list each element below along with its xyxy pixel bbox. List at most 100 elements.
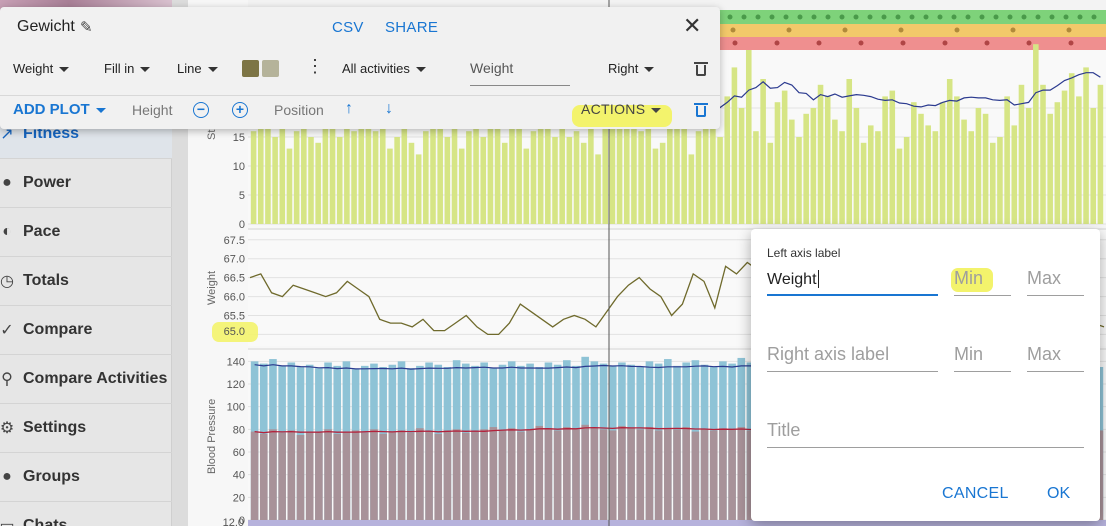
stress-bar	[358, 84, 365, 224]
bp-diastolic-bar	[333, 433, 342, 520]
sidebar-item-pace[interactable]: ◐ Pace	[0, 208, 172, 257]
add-plot-button[interactable]: ADD PLOT	[13, 101, 106, 118]
bp-diastolic-bar	[645, 427, 654, 520]
field-select-value: Weight	[13, 61, 54, 76]
more-vert-icon[interactable]: ⋮	[306, 56, 324, 76]
ok-button[interactable]: OK	[1047, 485, 1071, 502]
bp-diastolic-bar	[737, 427, 746, 520]
band-dot	[1007, 14, 1013, 20]
sidebar-item-groups[interactable]: ● Groups	[0, 453, 172, 502]
left-axis-max-input[interactable]: Max	[1027, 266, 1084, 296]
left-axis-min-input[interactable]: Min	[954, 266, 1011, 296]
bp-tick-label: 40	[233, 470, 245, 482]
bp-diastolic-bar	[654, 430, 663, 520]
fill-select[interactable]: Fill in	[104, 61, 151, 76]
band-dot	[727, 14, 733, 20]
delete-plot-icon[interactable]	[694, 103, 708, 117]
secondary-color-swatch[interactable]	[262, 60, 279, 77]
plot-settings-panel: Gewicht ✎ CSV SHARE ✕ Weight Fill in Lin…	[0, 7, 720, 129]
stress-bar	[265, 96, 271, 224]
compare-activities-icon: ⚲	[1, 371, 13, 388]
stress-bar	[688, 154, 695, 224]
cancel-button[interactable]: CANCEL	[942, 485, 1009, 502]
stress-bar	[745, 50, 752, 224]
stress-bar	[602, 125, 609, 224]
side-select[interactable]: Right	[608, 61, 655, 76]
left-axis-label-input[interactable]: Weight	[767, 266, 938, 296]
stress-bar	[796, 137, 802, 224]
axis-label-input[interactable]: Weight	[470, 60, 570, 86]
activities-select-value: All activities	[342, 61, 410, 76]
band-dot	[783, 14, 789, 20]
height-decrease-icon[interactable]: −	[193, 102, 209, 118]
bp-diastolic-bar	[370, 429, 378, 520]
share-button[interactable]: SHARE	[385, 19, 439, 36]
weight-tick-label: 66.0	[224, 292, 245, 304]
chevron-down-icon	[140, 67, 151, 73]
stress-bar	[695, 131, 702, 224]
stress-bar	[315, 142, 321, 224]
chevron-down-icon	[644, 67, 655, 73]
stress-bar	[882, 96, 888, 224]
text-cursor	[817, 270, 819, 289]
title-input[interactable]: Title	[767, 418, 1084, 448]
stress-bar	[982, 113, 989, 224]
sidebar-item-compare-activities[interactable]: ⚲ Compare Activities	[0, 355, 172, 404]
bp-tick-label: 120	[227, 379, 245, 391]
min-placeholder: Min	[954, 268, 984, 288]
chevron-down-icon	[415, 67, 426, 73]
height-increase-icon[interactable]: +	[232, 102, 248, 118]
stress-bar	[272, 137, 278, 224]
stress-bar	[932, 131, 939, 224]
move-up-icon[interactable]: ↑	[345, 100, 353, 117]
csv-button[interactable]: CSV	[332, 19, 364, 36]
stress-bar	[537, 73, 544, 224]
band-dot	[898, 27, 904, 33]
activities-select[interactable]: All activities	[342, 61, 426, 76]
bp-diastolic-bar	[379, 433, 387, 520]
bp-diastolic-bar	[673, 429, 681, 520]
line-select[interactable]: Line	[177, 61, 218, 76]
sidebar-item-settings[interactable]: ⚙ Settings	[0, 404, 172, 453]
bp-diastolic-bar	[608, 430, 617, 520]
stress-bar	[638, 131, 644, 224]
close-icon[interactable]: ✕	[683, 13, 702, 38]
band-dot	[1068, 40, 1074, 46]
stress-bar	[846, 79, 853, 224]
sidebar-item-power[interactable]: ● Power	[0, 159, 172, 208]
stress-bar	[645, 113, 652, 224]
sidebar-item-totals[interactable]: ◷ Totals	[0, 257, 172, 306]
stress-bar	[559, 119, 565, 224]
edit-pencil-icon[interactable]: ✎	[80, 19, 93, 36]
stress-bar	[911, 102, 917, 224]
groups-icon: ●	[2, 468, 12, 485]
actions-button[interactable]: ACTIONS	[581, 101, 662, 117]
bp-diastolic-bar	[728, 429, 736, 520]
move-down-icon[interactable]: ↓	[385, 100, 393, 117]
actions-label: ACTIONS	[581, 101, 646, 117]
field-select[interactable]: Weight	[13, 61, 70, 76]
stress-bar	[308, 137, 314, 224]
right-axis-min-input[interactable]: Min	[954, 342, 1011, 372]
right-axis-label-input[interactable]: Right axis label	[767, 342, 938, 372]
primary-color-swatch[interactable]	[242, 60, 259, 77]
sidebar-item-chats[interactable]: ▭ Chats	[0, 502, 172, 526]
right-axis-max-input[interactable]: Max	[1027, 342, 1084, 372]
bp-diastolic-bar	[324, 429, 332, 520]
stress-bar	[903, 137, 910, 224]
weight-tick-label: 66.5	[224, 273, 245, 285]
band-dot	[732, 40, 738, 46]
left-axis-label-value: Weight	[767, 271, 817, 288]
sidebar-item-compare[interactable]: ✓ Compare	[0, 306, 172, 355]
bp-diastolic-bar	[443, 430, 452, 520]
stress-bar	[480, 137, 487, 224]
stress-bar	[774, 102, 781, 224]
stress-bar	[501, 142, 508, 224]
compare-icon: ✓	[0, 322, 14, 339]
bp-diastolic-bar	[278, 432, 286, 520]
bp-diastolic-bar	[535, 425, 544, 520]
stress-bar	[1083, 67, 1089, 225]
bp-tick-label: 0	[239, 515, 245, 526]
bp-axis-label: Blood Pressure	[206, 399, 218, 474]
delete-field-icon[interactable]	[694, 62, 708, 76]
